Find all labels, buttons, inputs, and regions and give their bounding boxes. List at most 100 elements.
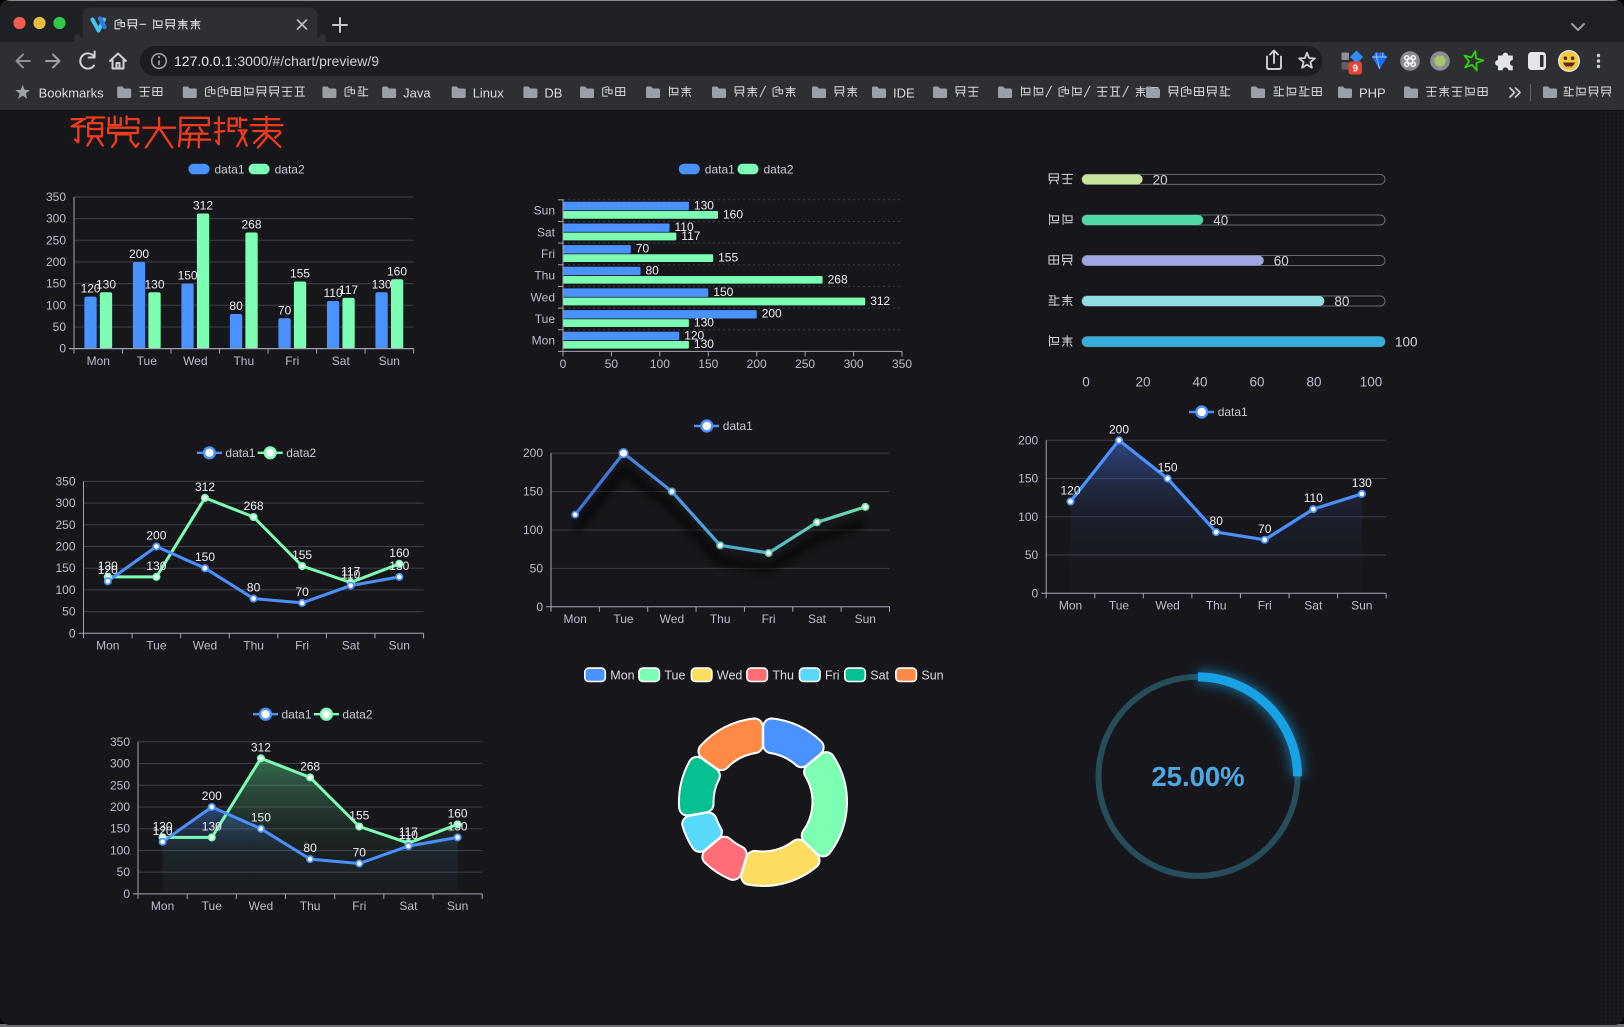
svg-text:PHP: PHP: [1359, 85, 1386, 100]
svg-text:100: 100: [1395, 335, 1418, 350]
svg-text:80: 80: [247, 581, 261, 595]
svg-text:100: 100: [46, 298, 66, 312]
svg-text:130: 130: [98, 559, 118, 573]
svg-text:70: 70: [353, 846, 367, 860]
svg-text:117: 117: [399, 825, 418, 839]
svg-text:80: 80: [1306, 375, 1321, 390]
svg-text:130: 130: [448, 819, 468, 833]
svg-text:Fri: Fri: [541, 247, 555, 261]
svg-text:data1: data1: [705, 162, 735, 176]
svg-text:130: 130: [1352, 476, 1372, 490]
svg-text:300: 300: [844, 357, 864, 371]
svg-text:Fri: Fri: [825, 669, 840, 683]
svg-text:100: 100: [523, 523, 543, 537]
svg-text:130: 130: [202, 819, 222, 833]
svg-text:155: 155: [718, 251, 738, 265]
svg-text:60: 60: [1249, 375, 1264, 390]
svg-text:200: 200: [202, 789, 222, 803]
svg-text:data2: data2: [342, 707, 372, 721]
svg-text:0: 0: [123, 887, 130, 901]
svg-text:Thu: Thu: [534, 269, 555, 283]
svg-text:Wed: Wed: [193, 638, 217, 652]
svg-text:350: 350: [46, 190, 66, 204]
svg-text:Linux: Linux: [473, 85, 505, 100]
svg-text:268: 268: [244, 499, 264, 513]
svg-text:150: 150: [698, 357, 718, 371]
svg-text:120: 120: [98, 563, 118, 577]
svg-text:200: 200: [55, 540, 75, 554]
svg-text:155: 155: [292, 548, 312, 562]
svg-text:Mon: Mon: [564, 612, 587, 626]
svg-text:Sat: Sat: [399, 899, 418, 913]
svg-text:110: 110: [324, 286, 343, 300]
svg-text:Tue: Tue: [535, 312, 556, 326]
svg-text:Sun: Sun: [1351, 598, 1372, 612]
svg-text:160: 160: [389, 546, 409, 560]
svg-text:50: 50: [53, 320, 67, 334]
svg-text:200: 200: [110, 800, 130, 814]
svg-text:Sun: Sun: [534, 204, 555, 218]
svg-text:130: 130: [694, 198, 714, 212]
svg-text:100: 100: [650, 357, 670, 371]
svg-text:130: 130: [694, 316, 714, 330]
svg-text:150: 150: [195, 550, 215, 564]
svg-text:0: 0: [560, 357, 567, 371]
svg-text:127.0.0.1: 127.0.0.1: [174, 53, 233, 69]
svg-text:Wed: Wed: [660, 612, 684, 626]
svg-text:Fri: Fri: [295, 638, 309, 652]
svg-text:110: 110: [341, 568, 360, 582]
svg-text:data2: data2: [275, 162, 305, 176]
svg-text:Wed: Wed: [717, 669, 743, 683]
svg-text:Tue: Tue: [137, 354, 158, 368]
svg-text:Tue: Tue: [146, 638, 167, 652]
svg-text:300: 300: [46, 212, 66, 226]
svg-text:Tue: Tue: [664, 669, 685, 683]
svg-text:Thu: Thu: [1206, 598, 1227, 612]
svg-text:data1: data1: [723, 419, 753, 433]
svg-text:60: 60: [1274, 254, 1289, 269]
svg-text:data2: data2: [764, 162, 794, 176]
svg-text:130: 130: [694, 337, 714, 351]
svg-text:250: 250: [795, 357, 815, 371]
svg-text:20: 20: [1153, 172, 1168, 187]
svg-text:100: 100: [1360, 375, 1383, 390]
svg-text:268: 268: [828, 272, 848, 286]
svg-text:130: 130: [146, 559, 166, 573]
svg-text:70: 70: [1258, 522, 1272, 536]
svg-text:Thu: Thu: [300, 899, 321, 913]
svg-text:200: 200: [523, 446, 543, 460]
svg-text:40: 40: [1213, 213, 1228, 228]
svg-text:120: 120: [684, 328, 704, 342]
svg-text:Java: Java: [403, 85, 431, 100]
svg-text:Mon: Mon: [532, 334, 555, 348]
svg-text:IDE: IDE: [893, 85, 915, 100]
svg-text:0: 0: [536, 600, 543, 614]
svg-text:250: 250: [46, 233, 66, 247]
svg-text:150: 150: [1158, 461, 1178, 475]
svg-text:80: 80: [229, 299, 243, 313]
svg-text:312: 312: [251, 740, 271, 754]
svg-text:Mon: Mon: [87, 354, 110, 368]
svg-text:Sat: Sat: [332, 354, 351, 368]
svg-text:25.00%: 25.00%: [1151, 761, 1244, 792]
svg-text:110: 110: [1304, 491, 1323, 505]
svg-text:Wed: Wed: [1155, 598, 1179, 612]
svg-text:50: 50: [605, 357, 619, 371]
svg-text:Mon: Mon: [151, 899, 174, 913]
svg-text:Wed: Wed: [531, 290, 555, 304]
svg-text:312: 312: [870, 294, 890, 308]
svg-text:150: 150: [251, 811, 271, 825]
svg-text:120: 120: [153, 824, 173, 838]
svg-text:Thu: Thu: [243, 638, 264, 652]
svg-text:80: 80: [646, 263, 660, 277]
svg-text:110: 110: [399, 828, 418, 842]
svg-text:Thu: Thu: [233, 354, 254, 368]
svg-text:Mon: Mon: [1059, 598, 1082, 612]
svg-text:Fri: Fri: [762, 612, 776, 626]
svg-text:117: 117: [681, 229, 700, 243]
svg-text:250: 250: [55, 518, 75, 532]
svg-text:Fri: Fri: [352, 899, 366, 913]
svg-text:Sat: Sat: [537, 225, 556, 239]
svg-text:130: 130: [372, 277, 392, 291]
svg-text:80: 80: [303, 841, 317, 855]
